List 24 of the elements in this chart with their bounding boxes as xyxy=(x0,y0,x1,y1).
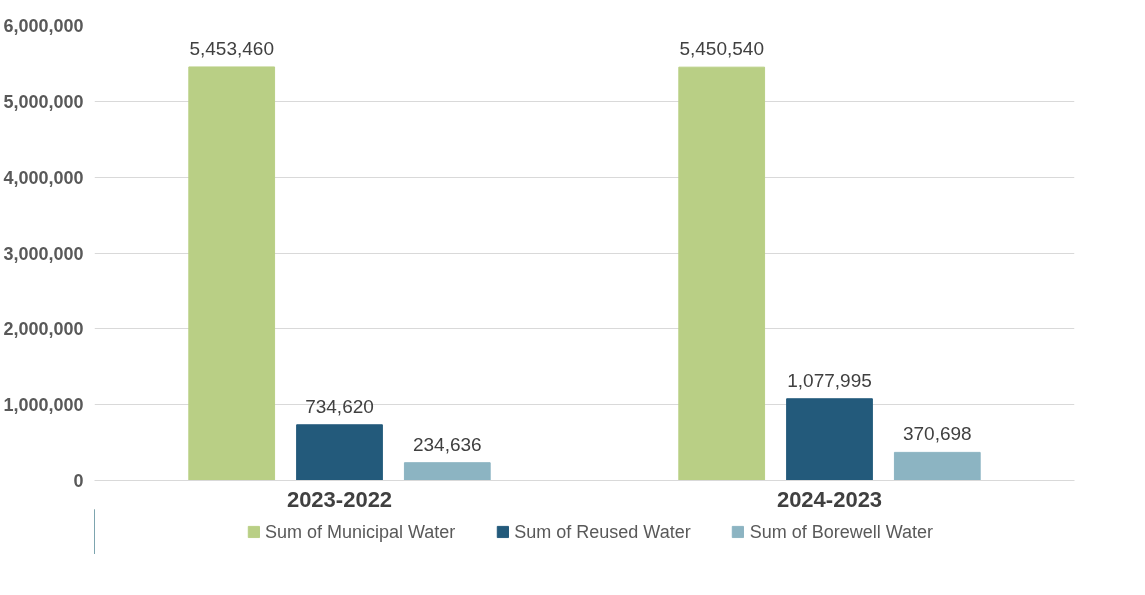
y-tick-label: 3,000,000 xyxy=(3,243,84,264)
y-tick-label: 6,000,000 xyxy=(3,16,84,36)
y-tick-label: 4,000,000 xyxy=(3,167,84,188)
y-tick-label: 2,000,000 xyxy=(3,319,84,340)
data-label: 370,698 xyxy=(902,423,972,445)
legend-label: Sum of Reused Water xyxy=(514,521,691,542)
data-label: 5,453,460 xyxy=(189,37,274,59)
bar xyxy=(786,398,873,481)
data-label: 734,620 xyxy=(305,395,374,417)
y-tick-label: 0 xyxy=(73,471,84,491)
x-tick-label: 2024-2023 xyxy=(776,486,883,512)
bar xyxy=(296,424,383,481)
bar xyxy=(403,462,491,481)
bar xyxy=(678,66,766,481)
y-tick-label: 5,000,000 xyxy=(3,91,84,112)
x-tick-label: 2023-2022 xyxy=(286,486,393,512)
y-tick-label: 1,000,000 xyxy=(3,395,84,416)
data-label: 1,077,995 xyxy=(787,369,872,391)
data-label: 5,450,540 xyxy=(679,38,764,60)
bar xyxy=(188,66,276,481)
legend-label: Sum of Municipal Water xyxy=(264,521,456,542)
legend-label: Sum of Borewell Water xyxy=(749,521,934,542)
bar xyxy=(893,451,981,481)
data-label: 234,636 xyxy=(412,433,482,455)
